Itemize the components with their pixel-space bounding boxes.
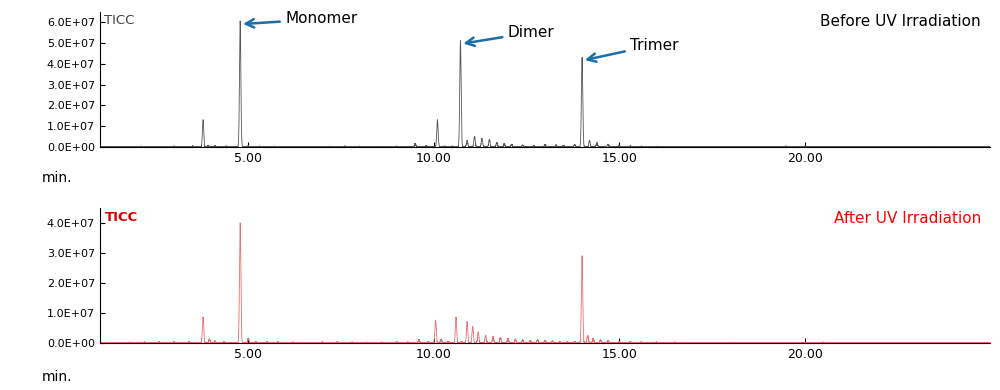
Text: TICC: TICC — [104, 211, 138, 223]
Text: Before UV Irradiation: Before UV Irradiation — [820, 14, 981, 29]
Text: TICC: TICC — [104, 14, 135, 27]
Text: min.: min. — [42, 171, 73, 185]
Text: Monomer: Monomer — [246, 11, 358, 27]
Text: After UV Irradiation: After UV Irradiation — [834, 211, 981, 225]
Text: Trimer: Trimer — [588, 37, 679, 62]
Text: min.: min. — [42, 370, 73, 384]
Text: Dimer: Dimer — [466, 25, 555, 46]
